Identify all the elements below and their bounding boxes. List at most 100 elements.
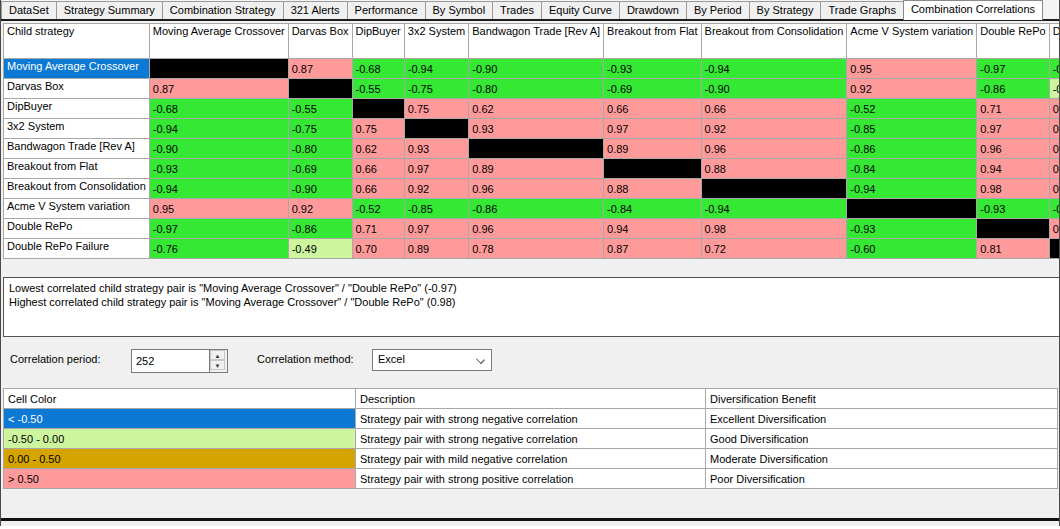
matrix-row-header[interactable]: Moving Average Crossover (4, 59, 150, 79)
correlation-cell[interactable]: -0.94 (701, 199, 847, 219)
correlation-cell[interactable] (977, 219, 1049, 239)
correlation-cell[interactable]: 0.72 (1049, 179, 1060, 199)
correlation-cell[interactable]: -0.90 (149, 139, 288, 159)
correlation-cell[interactable]: 0.92 (701, 119, 847, 139)
correlation-cell[interactable]: -0.60 (847, 239, 977, 259)
correlation-cell[interactable]: 0.95 (847, 59, 977, 79)
matrix-column-header[interactable]: Breakout from Flat (604, 24, 701, 59)
tab-combination-strategy[interactable]: Combination Strategy (162, 1, 283, 19)
correlation-cell[interactable]: -0.86 (977, 79, 1049, 99)
spinner-up-icon[interactable]: ▲ (210, 350, 225, 360)
correlation-cell[interactable]: 0.66 (604, 99, 701, 119)
matrix-column-header[interactable]: DipBuyer (352, 24, 404, 59)
correlation-cell[interactable]: 0.96 (701, 139, 847, 159)
matrix-column-header[interactable]: Bandwagon Trade [Rev A] (469, 24, 604, 59)
legend-range-cell[interactable]: < -0.50 (4, 409, 356, 429)
correlation-cell[interactable]: -0.80 (469, 79, 604, 99)
correlation-cell[interactable]: 0.89 (604, 139, 701, 159)
correlation-cell[interactable]: -0.75 (404, 79, 468, 99)
correlation-cell[interactable]: 0.96 (469, 219, 604, 239)
tab-combination-correlations[interactable]: Combination Correlations (903, 0, 1043, 20)
matrix-column-header[interactable]: Moving Average Crossover (149, 24, 288, 59)
correlation-cell[interactable] (352, 99, 404, 119)
correlation-cell[interactable]: -0.97 (977, 59, 1049, 79)
correlation-cell[interactable]: -0.97 (149, 219, 288, 239)
correlation-cell[interactable]: -0.69 (288, 159, 352, 179)
correlation-cell[interactable]: -0.60 (1049, 199, 1060, 219)
correlation-cell[interactable]: 0.96 (469, 179, 604, 199)
correlation-cell[interactable]: -0.84 (847, 159, 977, 179)
legend-range-cell[interactable]: > 0.50 (4, 469, 356, 489)
matrix-row-header[interactable]: DipBuyer (4, 99, 150, 119)
tab-by-symbol[interactable]: By Symbol (425, 1, 493, 19)
legend-range-cell[interactable]: 0.00 - 0.50 (4, 449, 356, 469)
correlation-cell[interactable]: 0.96 (977, 139, 1049, 159)
tab-by-strategy[interactable]: By Strategy (749, 1, 821, 19)
matrix-column-header[interactable]: Double RePo Failure (1049, 24, 1060, 59)
correlation-cell[interactable]: 0.94 (977, 159, 1049, 179)
matrix-row-header[interactable]: Acme V System variation (4, 199, 150, 219)
correlation-cell[interactable]: -0.55 (352, 79, 404, 99)
correlation-cell[interactable]: 0.93 (404, 139, 468, 159)
matrix-row-header[interactable]: Bandwagon Trade [Rev A] (4, 139, 150, 159)
correlation-cell[interactable]: 0.98 (701, 219, 847, 239)
correlation-cell[interactable]: -0.49 (288, 239, 352, 259)
correlation-cell[interactable]: -0.86 (288, 219, 352, 239)
correlation-cell[interactable]: -0.90 (469, 59, 604, 79)
correlation-cell[interactable]: 0.89 (404, 239, 468, 259)
correlation-cell[interactable]: 0.70 (352, 239, 404, 259)
correlation-cell[interactable] (1049, 239, 1060, 259)
correlation-cell[interactable]: -0.93 (604, 59, 701, 79)
matrix-row-header[interactable]: Breakout from Consolidation (4, 179, 150, 199)
matrix-row-header[interactable]: Darvas Box (4, 79, 150, 99)
correlation-cell[interactable]: 0.95 (149, 199, 288, 219)
matrix-row-header[interactable]: Double RePo Failure (4, 239, 150, 259)
correlation-cell[interactable]: -0.76 (1049, 59, 1060, 79)
tab-strategy-summary[interactable]: Strategy Summary (56, 1, 162, 19)
tab-dataset[interactable]: DataSet (1, 1, 56, 19)
correlation-cell[interactable]: 0.87 (1049, 159, 1060, 179)
correlation-cell[interactable]: 0.97 (404, 159, 468, 179)
correlation-period-input[interactable] (131, 349, 210, 373)
correlation-cell[interactable]: -0.94 (149, 179, 288, 199)
correlation-cell[interactable]: -0.49 (1049, 79, 1060, 99)
correlation-cell[interactable]: 0.71 (352, 219, 404, 239)
correlation-cell[interactable]: -0.76 (149, 239, 288, 259)
legend-range-cell[interactable]: -0.50 - 0.00 (4, 429, 356, 449)
correlation-cell[interactable]: 0.87 (288, 59, 352, 79)
matrix-row-header[interactable]: 3x2 System (4, 119, 150, 139)
correlation-cell[interactable]: -0.52 (352, 199, 404, 219)
correlation-cell[interactable]: 0.87 (149, 79, 288, 99)
correlation-cell[interactable]: 0.87 (604, 239, 701, 259)
correlation-cell[interactable]: 0.89 (1049, 119, 1060, 139)
correlation-cell[interactable]: 0.78 (469, 239, 604, 259)
correlation-cell[interactable]: 0.97 (604, 119, 701, 139)
correlation-cell[interactable]: 0.88 (604, 179, 701, 199)
correlation-cell[interactable] (404, 119, 468, 139)
correlation-cell[interactable]: 0.98 (977, 179, 1049, 199)
correlation-cell[interactable]: 0.92 (288, 199, 352, 219)
correlation-cell[interactable]: 0.97 (977, 119, 1049, 139)
correlation-cell[interactable]: 0.66 (352, 179, 404, 199)
matrix-column-header[interactable]: Acme V System variation (847, 24, 977, 59)
correlation-cell[interactable] (149, 59, 288, 79)
correlation-cell[interactable] (288, 79, 352, 99)
correlation-cell[interactable]: 0.75 (404, 99, 468, 119)
correlation-cell[interactable] (604, 159, 701, 179)
correlation-cell[interactable]: -0.90 (288, 179, 352, 199)
correlation-cell[interactable]: 0.92 (404, 179, 468, 199)
correlation-cell[interactable] (847, 199, 977, 219)
correlation-cell[interactable]: -0.94 (701, 59, 847, 79)
tab-drawdown[interactable]: Drawdown (619, 1, 686, 19)
correlation-cell[interactable]: 0.78 (1049, 139, 1060, 159)
correlation-cell[interactable]: -0.68 (352, 59, 404, 79)
correlation-cell[interactable]: -0.69 (604, 79, 701, 99)
correlation-cell[interactable]: -0.93 (977, 199, 1049, 219)
correlation-cell[interactable]: -0.85 (404, 199, 468, 219)
correlation-cell[interactable]: 0.70 (1049, 99, 1060, 119)
correlation-cell[interactable]: -0.94 (404, 59, 468, 79)
correlation-cell[interactable]: -0.93 (149, 159, 288, 179)
tab-trade-graphs[interactable]: Trade Graphs (820, 1, 902, 19)
correlation-cell[interactable]: 0.62 (469, 99, 604, 119)
tab-performance[interactable]: Performance (347, 1, 425, 19)
